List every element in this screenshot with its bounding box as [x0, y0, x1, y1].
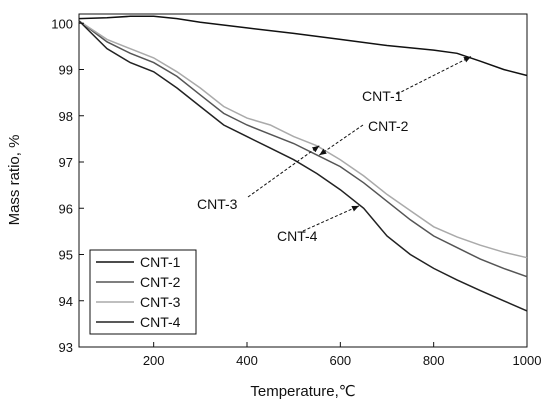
- annotation-arrow-cnt-3: [247, 145, 320, 198]
- series-line-cnt-2: [78, 20, 528, 278]
- y-tick-label: 94: [59, 294, 73, 309]
- annotation-arrow-cnt-1: [396, 56, 472, 95]
- x-tick-label: 800: [423, 353, 445, 368]
- series-line-cnt-3: [78, 20, 528, 259]
- annotation-label-cnt-3: CNT-3: [197, 196, 238, 212]
- x-tick-label: 1000: [513, 353, 542, 368]
- legend-label-cnt-3: CNT-3: [140, 294, 181, 310]
- annotation-label-cnt-2: CNT-2: [368, 118, 409, 134]
- legend: CNT-1 CNT-2 CNT-3 CNT-4: [89, 249, 197, 335]
- y-tick-label: 100: [51, 16, 73, 31]
- ticks-layer: 200 400 600 800 1000 93 94 95 96 97 98 99 100: [51, 16, 541, 368]
- x-tick-label: 200: [143, 353, 165, 368]
- annotation-label-cnt-4: CNT-4: [277, 228, 318, 244]
- y-tick-label: 98: [59, 109, 73, 124]
- y-tick-label: 99: [59, 63, 73, 78]
- x-tick-label: 400: [236, 353, 258, 368]
- series-line-cnt-4: [78, 20, 528, 312]
- annotations-layer: CNT-1 CNT-2 CNT-3 CNT-4: [197, 56, 472, 244]
- legend-label-cnt-4: CNT-4: [140, 314, 181, 330]
- curves-layer: [78, 15, 528, 312]
- legend-label-cnt-2: CNT-2: [140, 274, 181, 290]
- y-tick-label: 93: [59, 340, 73, 355]
- annotation-arrow-cnt-2: [319, 124, 364, 156]
- x-tick-label: 600: [329, 353, 351, 368]
- series-line-cnt-1: [78, 15, 528, 77]
- annotation-arrow-cnt-4: [302, 205, 360, 232]
- y-tick-label: 95: [59, 248, 73, 263]
- y-axis-title: Mass ratio, %: [6, 135, 23, 226]
- annotation-label-cnt-1: CNT-1: [362, 88, 403, 104]
- plot-frame: [78, 13, 528, 348]
- legend-label-cnt-1: CNT-1: [140, 254, 181, 270]
- x-axis-title: Temperature,℃: [250, 383, 355, 400]
- y-tick-label: 96: [59, 201, 73, 216]
- y-tick-label: 97: [59, 155, 73, 170]
- legend-box: [89, 249, 197, 335]
